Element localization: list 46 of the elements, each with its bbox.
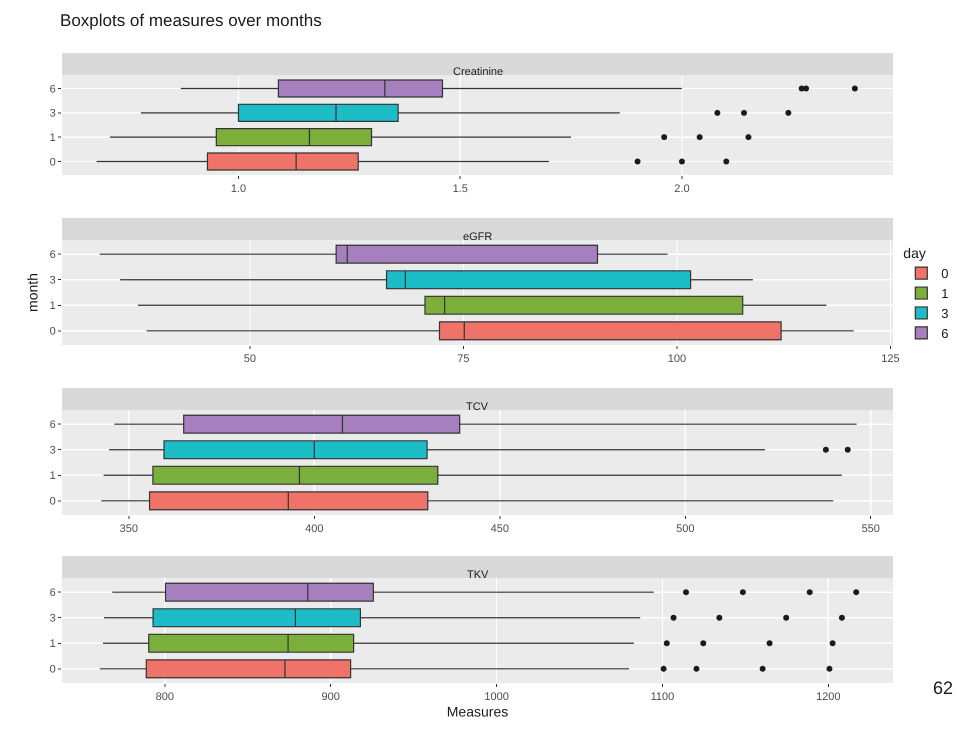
y-tick-label: 0	[50, 326, 56, 338]
legend-title: day	[903, 245, 926, 262]
x-tick-label: 1000	[484, 691, 509, 704]
y-tick-label: 1	[50, 638, 56, 650]
y-tick-label: 6	[50, 587, 56, 600]
chart-subtitle: eGFR	[463, 231, 492, 243]
chart-title: Boxplots of measures over months	[60, 10, 322, 30]
y-tick-label: 6	[50, 249, 56, 262]
y-tick-label: 3	[50, 444, 56, 457]
chart-subtitle: TCV	[466, 401, 489, 413]
y-tick-label: 3	[50, 108, 56, 120]
y-tick-label: 3	[50, 274, 56, 287]
y-tick-label: 0	[50, 664, 56, 676]
x-tick-label: 350	[120, 523, 138, 536]
x-tick-label: 1.5	[452, 183, 468, 196]
x-tick-label: 550	[862, 523, 880, 536]
y-tick-label: 1	[50, 132, 56, 144]
legend-label: 1	[941, 286, 949, 302]
x-tick-label: 2.0	[674, 183, 690, 196]
y-tick-label: 0	[50, 156, 56, 168]
x-tick-label: 1200	[816, 691, 841, 704]
y-tick-label: 1	[50, 300, 56, 312]
x-axis-title: Measures	[446, 704, 508, 720]
y-tick-label: 1	[50, 470, 56, 482]
x-tick-label: 500	[676, 523, 694, 536]
x-tick-label: 400	[305, 523, 324, 536]
x-tick-label: 125	[881, 353, 900, 366]
x-tick-label: 1.0	[230, 183, 246, 196]
x-tick-label: 800	[156, 691, 174, 704]
y-tick-label: 6	[50, 83, 56, 96]
chart-subtitle: TKV	[467, 569, 490, 581]
legend-label: 3	[941, 306, 949, 322]
x-tick-label: 900	[322, 691, 340, 704]
legend-label: 6	[941, 326, 949, 341]
chart-subtitle: Creatinine	[453, 66, 504, 78]
y-tick-label: 0	[50, 496, 56, 508]
y-tick-label: 6	[50, 419, 56, 432]
x-tick-label: 100	[668, 353, 686, 366]
x-tick-label: 50	[244, 353, 256, 366]
x-tick-label: 1100	[650, 691, 674, 704]
legend-label: 0	[941, 266, 949, 282]
y-axis-title: month	[24, 273, 40, 312]
text: 62	[933, 678, 954, 698]
x-tick-label: 450	[490, 523, 509, 536]
x-tick-label: 75	[457, 353, 470, 366]
y-tick-label: 3	[50, 612, 56, 625]
